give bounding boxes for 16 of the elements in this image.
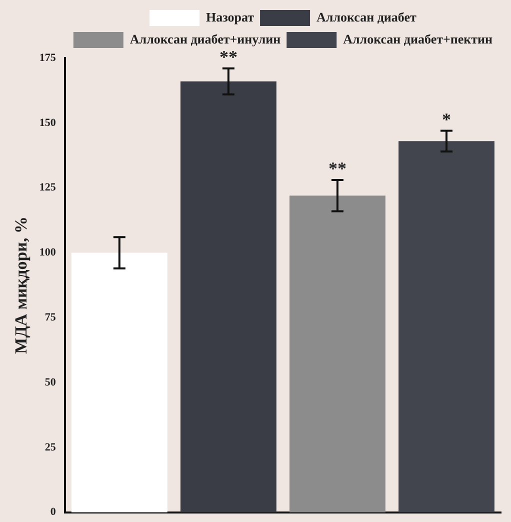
y-tick-label: 150 bbox=[39, 116, 56, 129]
legend-label: Назорат bbox=[206, 9, 255, 24]
y-tick-label: 175 bbox=[39, 52, 56, 64]
data-label: ** bbox=[219, 47, 238, 68]
y-tick-label: 100 bbox=[39, 246, 56, 259]
y-tick-label: 75 bbox=[44, 312, 56, 324]
y-tick-label: 25 bbox=[44, 441, 56, 454]
legend-label: Аллоксан диабет bbox=[316, 9, 418, 24]
y-tick-label: 125 bbox=[39, 182, 56, 194]
legend-label: Аллоксан диабет+пектин bbox=[343, 31, 494, 46]
data-label: ** bbox=[328, 158, 346, 179]
y-axis-title: МДА миқдори, % bbox=[12, 216, 31, 354]
data-label: * bbox=[442, 109, 451, 130]
y-tick-label: 0 bbox=[50, 506, 56, 518]
legend-label: Аллоксан диабет+инулин bbox=[130, 31, 282, 46]
y-tick-label: 50 bbox=[44, 376, 56, 388]
